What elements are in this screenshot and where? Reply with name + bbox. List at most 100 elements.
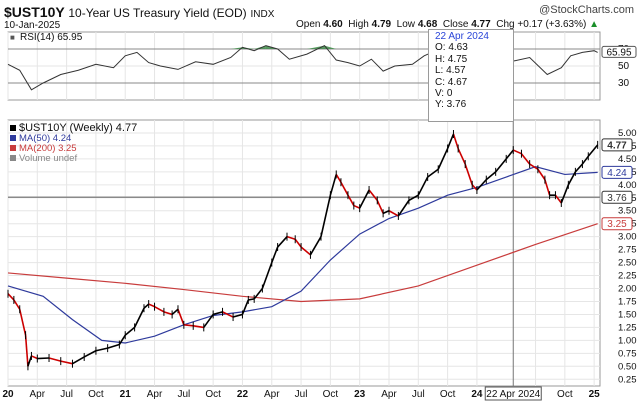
value-badge: [601, 138, 633, 152]
chart-title: $UST10Y 10-Year US Treasury Yield (EOD) …: [4, 4, 274, 20]
value-badge: [601, 190, 633, 204]
crosshair-date-box: [484, 386, 542, 401]
price-segment: [7, 293, 15, 301]
price-segment: [232, 313, 243, 318]
legend-entry: MA(200) 3.25: [19, 143, 77, 154]
price-segment: [60, 360, 73, 365]
x-tick-label: 20: [2, 389, 14, 400]
price-tick-label: 4.50: [618, 154, 637, 165]
price-segment: [107, 343, 120, 349]
up-arrow-icon: ▲: [589, 19, 599, 30]
price-tick-label: 2.00: [618, 284, 637, 295]
price-segment: [143, 303, 150, 309]
legend-swatch: [10, 155, 16, 161]
price-segment: [329, 174, 338, 196]
price-segment: [376, 200, 384, 214]
rsi-overbought-area: [324, 45, 337, 49]
rsi-legend: RSI(14) 65.95: [20, 32, 83, 43]
price-segment: [537, 168, 546, 181]
price-tick-label: 0.50: [618, 361, 637, 372]
price-segment: [544, 179, 551, 196]
price-segment: [148, 303, 155, 308]
price-segment: [241, 299, 250, 315]
price-segment: [154, 305, 165, 313]
price-segment: [48, 357, 61, 362]
price-segment: [95, 347, 108, 352]
price-segment: [253, 288, 264, 300]
price-segment: [358, 189, 370, 209]
change-value: +0.17 (+3.63%): [517, 19, 587, 30]
stockcharts-logo: @StockCharts.com: [539, 4, 634, 16]
price-segment: [581, 155, 589, 165]
x-tick-label: 23: [354, 389, 366, 400]
price-segment: [18, 309, 27, 336]
price-segment: [567, 171, 577, 186]
rsi-value-badge: [601, 45, 637, 58]
price-tick-label: 0.75: [618, 348, 637, 359]
x-tick-label: 21: [120, 389, 132, 400]
x-tick-label: 24: [471, 389, 483, 400]
rsi-legend-swatch: ■: [10, 33, 15, 42]
price-segment: [437, 148, 449, 170]
price-segment: [261, 262, 273, 289]
x-tick-label: Jul: [60, 389, 73, 400]
price-segment: [485, 171, 497, 181]
price-segment: [271, 246, 279, 263]
tooltip-volume: V: 0: [435, 88, 453, 100]
value-badge-label: 3.25: [607, 219, 627, 230]
price-segment: [452, 133, 459, 149]
price-segment: [587, 144, 599, 157]
price-segment: [464, 163, 473, 186]
tooltip-high: H: 4.75: [435, 53, 468, 65]
price-segment: [554, 194, 562, 204]
price-segment: [277, 236, 288, 248]
price-segment: [13, 299, 21, 310]
price-segment: [124, 326, 136, 336]
ma200-line: [7, 223, 598, 303]
rsi-tick-label: 50: [618, 61, 630, 72]
price-segment: [118, 334, 126, 345]
tooltip-date: 22 Apr 2024: [435, 31, 489, 42]
value-badge-label: 4.24: [607, 168, 627, 179]
price-segment: [286, 235, 296, 241]
x-tick-label: Apr: [30, 389, 46, 400]
price-segment: [24, 335, 29, 367]
x-tick-label: Apr: [147, 389, 163, 400]
close-value: 4.77: [471, 19, 491, 30]
x-tick-label: Apr: [264, 389, 280, 400]
tooltip-y: Y: 3.76: [435, 99, 467, 111]
price-segment: [212, 311, 223, 316]
high-value: 4.79: [371, 19, 392, 30]
price-tick-label: 2.25: [618, 271, 637, 282]
crosshair-tooltip: 22 Apr 2024 O: 4.63 H: 4.75 L: 4.57 C: 4…: [428, 29, 514, 122]
price-segment: [193, 325, 204, 329]
x-tick-label: Oct: [88, 389, 104, 400]
low-value: 4.68: [417, 19, 438, 30]
legend-swatch: [10, 145, 16, 151]
price-segment: [222, 311, 234, 318]
price-segment: [72, 356, 85, 365]
value-badge-label: 4.77: [607, 140, 627, 151]
price-segment: [382, 210, 390, 215]
price-segment: [133, 307, 145, 328]
value-badge-label: 3.76: [607, 193, 627, 204]
price-segment: [505, 149, 514, 160]
ohlc-summary: Open 4.60 High 4.79 Low 4.68 Close 4.77 …: [296, 19, 599, 30]
description: 10-Year US Treasury Yield (EOD): [68, 6, 247, 20]
price-tick-label: 1.25: [618, 322, 637, 333]
price-segment: [309, 236, 322, 256]
price-segment: [163, 311, 173, 316]
price-segment: [574, 163, 584, 173]
rsi-tick-label: 30: [618, 78, 630, 89]
rsi-value-label: 65.95: [606, 47, 631, 58]
legend-entry: MA(50) 4.24: [19, 133, 71, 144]
legend-swatch: [10, 125, 16, 131]
chart-date: 10-Jan-2025: [4, 20, 61, 31]
rsi-overbought-area: [230, 47, 243, 49]
legend-entry: $UST10Y (Weekly) 4.77: [19, 122, 137, 134]
price-segment: [335, 174, 342, 183]
price-segment: [512, 149, 522, 155]
x-tick-label: Jul: [295, 389, 308, 400]
price-segment: [37, 357, 50, 360]
